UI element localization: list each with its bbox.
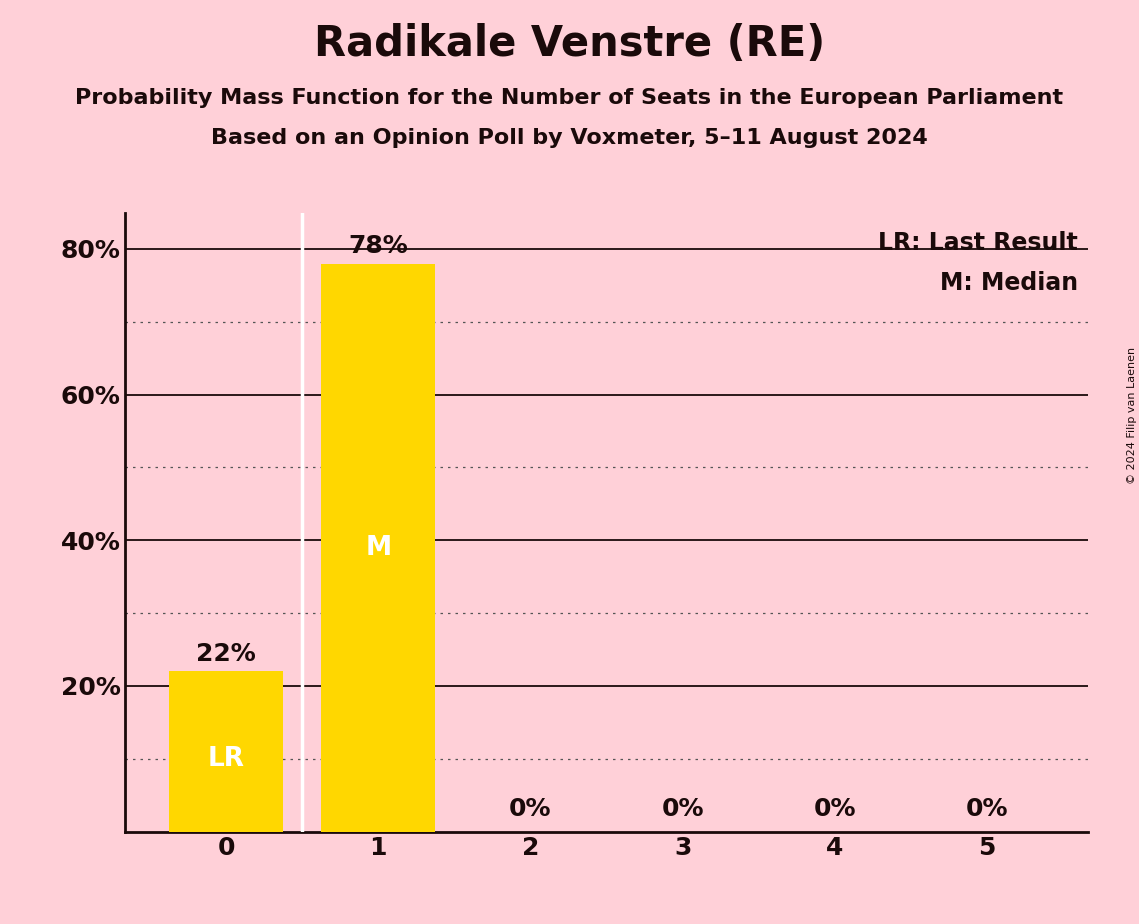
Text: 22%: 22%: [196, 641, 256, 665]
Text: 78%: 78%: [349, 234, 408, 258]
Text: M: M: [366, 535, 392, 561]
Text: LR: LR: [207, 746, 245, 772]
Text: © 2024 Filip van Laenen: © 2024 Filip van Laenen: [1126, 347, 1137, 484]
Text: M: Median: M: Median: [940, 272, 1079, 296]
Text: 0%: 0%: [966, 796, 1008, 821]
Bar: [321, 263, 435, 832]
Bar: [169, 672, 284, 832]
Text: 0%: 0%: [509, 796, 551, 821]
Text: LR: Last Result: LR: Last Result: [878, 231, 1079, 255]
Text: Radikale Venstre (RE): Radikale Venstre (RE): [314, 23, 825, 65]
Text: 0%: 0%: [813, 796, 857, 821]
Text: 0%: 0%: [662, 796, 704, 821]
Text: Probability Mass Function for the Number of Seats in the European Parliament: Probability Mass Function for the Number…: [75, 88, 1064, 108]
Text: Based on an Opinion Poll by Voxmeter, 5–11 August 2024: Based on an Opinion Poll by Voxmeter, 5–…: [211, 128, 928, 148]
